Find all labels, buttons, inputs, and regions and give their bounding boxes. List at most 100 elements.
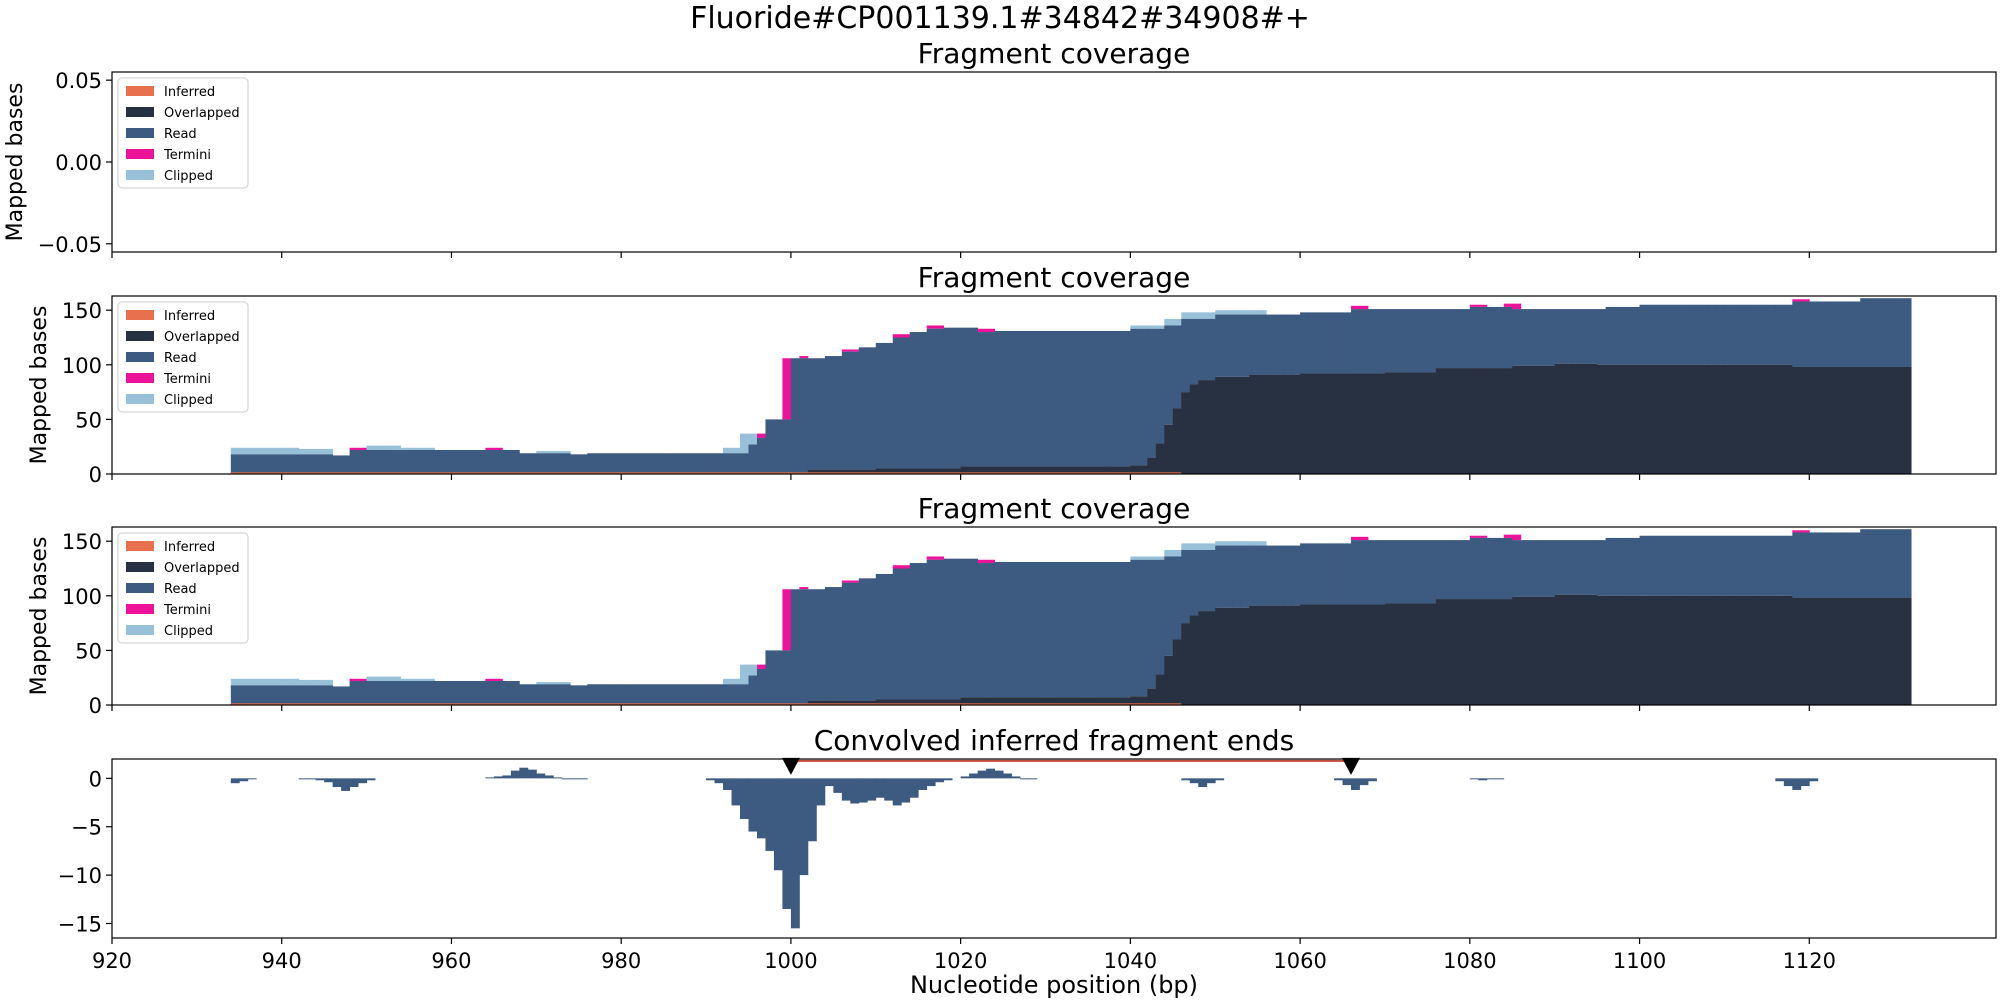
coverage-clipped-bar	[544, 682, 554, 685]
coverage-clipped-bar	[1172, 318, 1182, 326]
coverage-read-bar	[1800, 301, 1810, 367]
coverage-read-bar	[561, 684, 571, 705]
legend-label: Inferred	[164, 309, 215, 324]
coverage-overlapped-bar	[943, 699, 953, 705]
coverage-read-bar	[952, 558, 962, 700]
coverage-read-bar	[1554, 540, 1564, 595]
coverage-overlapped-bar	[1469, 599, 1479, 705]
coverage-overlapped-bar	[1113, 697, 1123, 705]
coverage-read-bar	[1860, 529, 1870, 598]
coverage-clipped-bar	[553, 682, 563, 685]
coverage-termini-bar	[892, 334, 902, 338]
legend-swatch	[126, 562, 154, 572]
panel-title: Fragment coverage	[918, 261, 1191, 294]
coverage-overlapped-bar	[1435, 599, 1445, 705]
coverage-read-bar	[468, 680, 478, 705]
coverage-overlapped-bar	[909, 699, 919, 705]
coverage-overlapped-bar	[1707, 595, 1717, 705]
coverage-overlapped-bar	[1062, 466, 1072, 474]
coverage-clipped-bar	[1138, 325, 1148, 329]
coverage-read-bar	[833, 587, 843, 701]
coverage-clipped-bar	[1181, 543, 1191, 550]
end-bar	[1359, 778, 1369, 786]
coverage-termini-bar	[1792, 299, 1802, 302]
coverage-overlapped-bar	[1800, 366, 1810, 474]
coverage-read-bar	[307, 454, 317, 474]
coverage-read-bar	[417, 449, 427, 474]
coverage-overlapped-bar	[1070, 697, 1080, 705]
coverage-read-bar	[230, 685, 240, 705]
coverage-read-bar	[629, 453, 639, 474]
coverage-read-bar	[247, 454, 257, 474]
coverage-read-bar	[1113, 330, 1123, 467]
coverage-read-bar	[553, 453, 563, 474]
coverage-read-bar	[1104, 330, 1114, 467]
coverage-overlapped-bar	[807, 700, 817, 705]
coverage-clipped-bar	[264, 447, 274, 455]
end-bar	[1800, 778, 1810, 787]
coverage-overlapped-bar	[1529, 365, 1539, 474]
coverage-overlapped-bar	[1529, 596, 1539, 705]
fragment-end-marker	[1342, 757, 1361, 775]
coverage-read-bar	[1698, 535, 1708, 596]
coverage-overlapped-bar	[1877, 366, 1887, 474]
legend-box	[117, 77, 249, 189]
coverage-read-bar	[731, 453, 741, 474]
coverage-termini-bar	[1800, 530, 1810, 533]
coverage-overlapped-bar	[850, 700, 860, 705]
coverage-read-bar	[400, 680, 410, 705]
coverage-read-bar	[239, 454, 249, 474]
coverage-overlapped-bar	[918, 699, 928, 705]
coverage-read-bar	[1096, 561, 1106, 698]
coverage-read-bar	[375, 449, 384, 474]
coverage-read-bar	[1461, 309, 1471, 369]
coverage-overlapped-bar	[1809, 366, 1819, 474]
coverage-overlapped-bar	[807, 469, 817, 474]
coverage-read-bar	[392, 680, 401, 705]
end-bar	[1020, 778, 1029, 780]
legend-swatch	[126, 128, 154, 138]
coverage-read-bar	[1860, 298, 1870, 367]
coverage-read-bar	[1087, 561, 1097, 698]
coverage-read-bar	[307, 685, 317, 705]
coverage-read-bar	[1359, 309, 1369, 374]
coverage-overlapped-bar	[1588, 594, 1598, 705]
end-bar	[544, 775, 554, 779]
coverage-read-bar	[1563, 540, 1573, 595]
coverage-read-bar	[909, 332, 919, 469]
coverage-clipped-bar	[409, 678, 418, 681]
coverage-read-bar	[994, 330, 1004, 467]
coverage-read-bar	[1257, 545, 1267, 606]
coverage-overlapped-bar	[1580, 363, 1590, 474]
coverage-read-bar	[264, 685, 274, 705]
coverage-overlapped-bar	[1317, 604, 1326, 705]
coverage-read-bar	[969, 327, 979, 467]
coverage-overlapped-bar	[1656, 364, 1666, 474]
coverage-read-bar	[1597, 540, 1607, 596]
coverage-read-bar	[1401, 309, 1411, 373]
coverage-read-bar	[723, 453, 732, 474]
end-bar	[1478, 778, 1488, 781]
coverage-overlapped-bar	[901, 699, 911, 705]
coverage-overlapped-bar	[1070, 466, 1080, 474]
coverage-overlapped-bar	[1096, 697, 1106, 705]
coverage-read-bar	[1665, 304, 1674, 365]
coverage-read-bar	[1800, 532, 1810, 598]
coverage-overlapped-bar	[935, 468, 945, 474]
coverage-read-bar	[1715, 304, 1725, 365]
coverage-overlapped-bar	[1851, 597, 1861, 705]
coverage-read-bar	[1605, 537, 1615, 596]
coverage-read-bar	[442, 680, 452, 705]
coverage-read-bar	[977, 563, 987, 698]
coverage-read-bar	[1537, 540, 1547, 597]
coverage-read-bar	[1902, 529, 1912, 598]
coverage-read-bar	[502, 680, 512, 705]
end-bar	[918, 778, 928, 790]
coverage-read-bar	[510, 449, 520, 474]
coverage-overlapped-bar	[1155, 443, 1165, 474]
coverage-read-bar	[1308, 543, 1318, 605]
coverage-read-bar	[1758, 304, 1768, 365]
legend-label: Termini	[163, 148, 211, 163]
coverage-overlapped-bar	[1037, 697, 1046, 705]
axes-frame	[111, 526, 1997, 706]
